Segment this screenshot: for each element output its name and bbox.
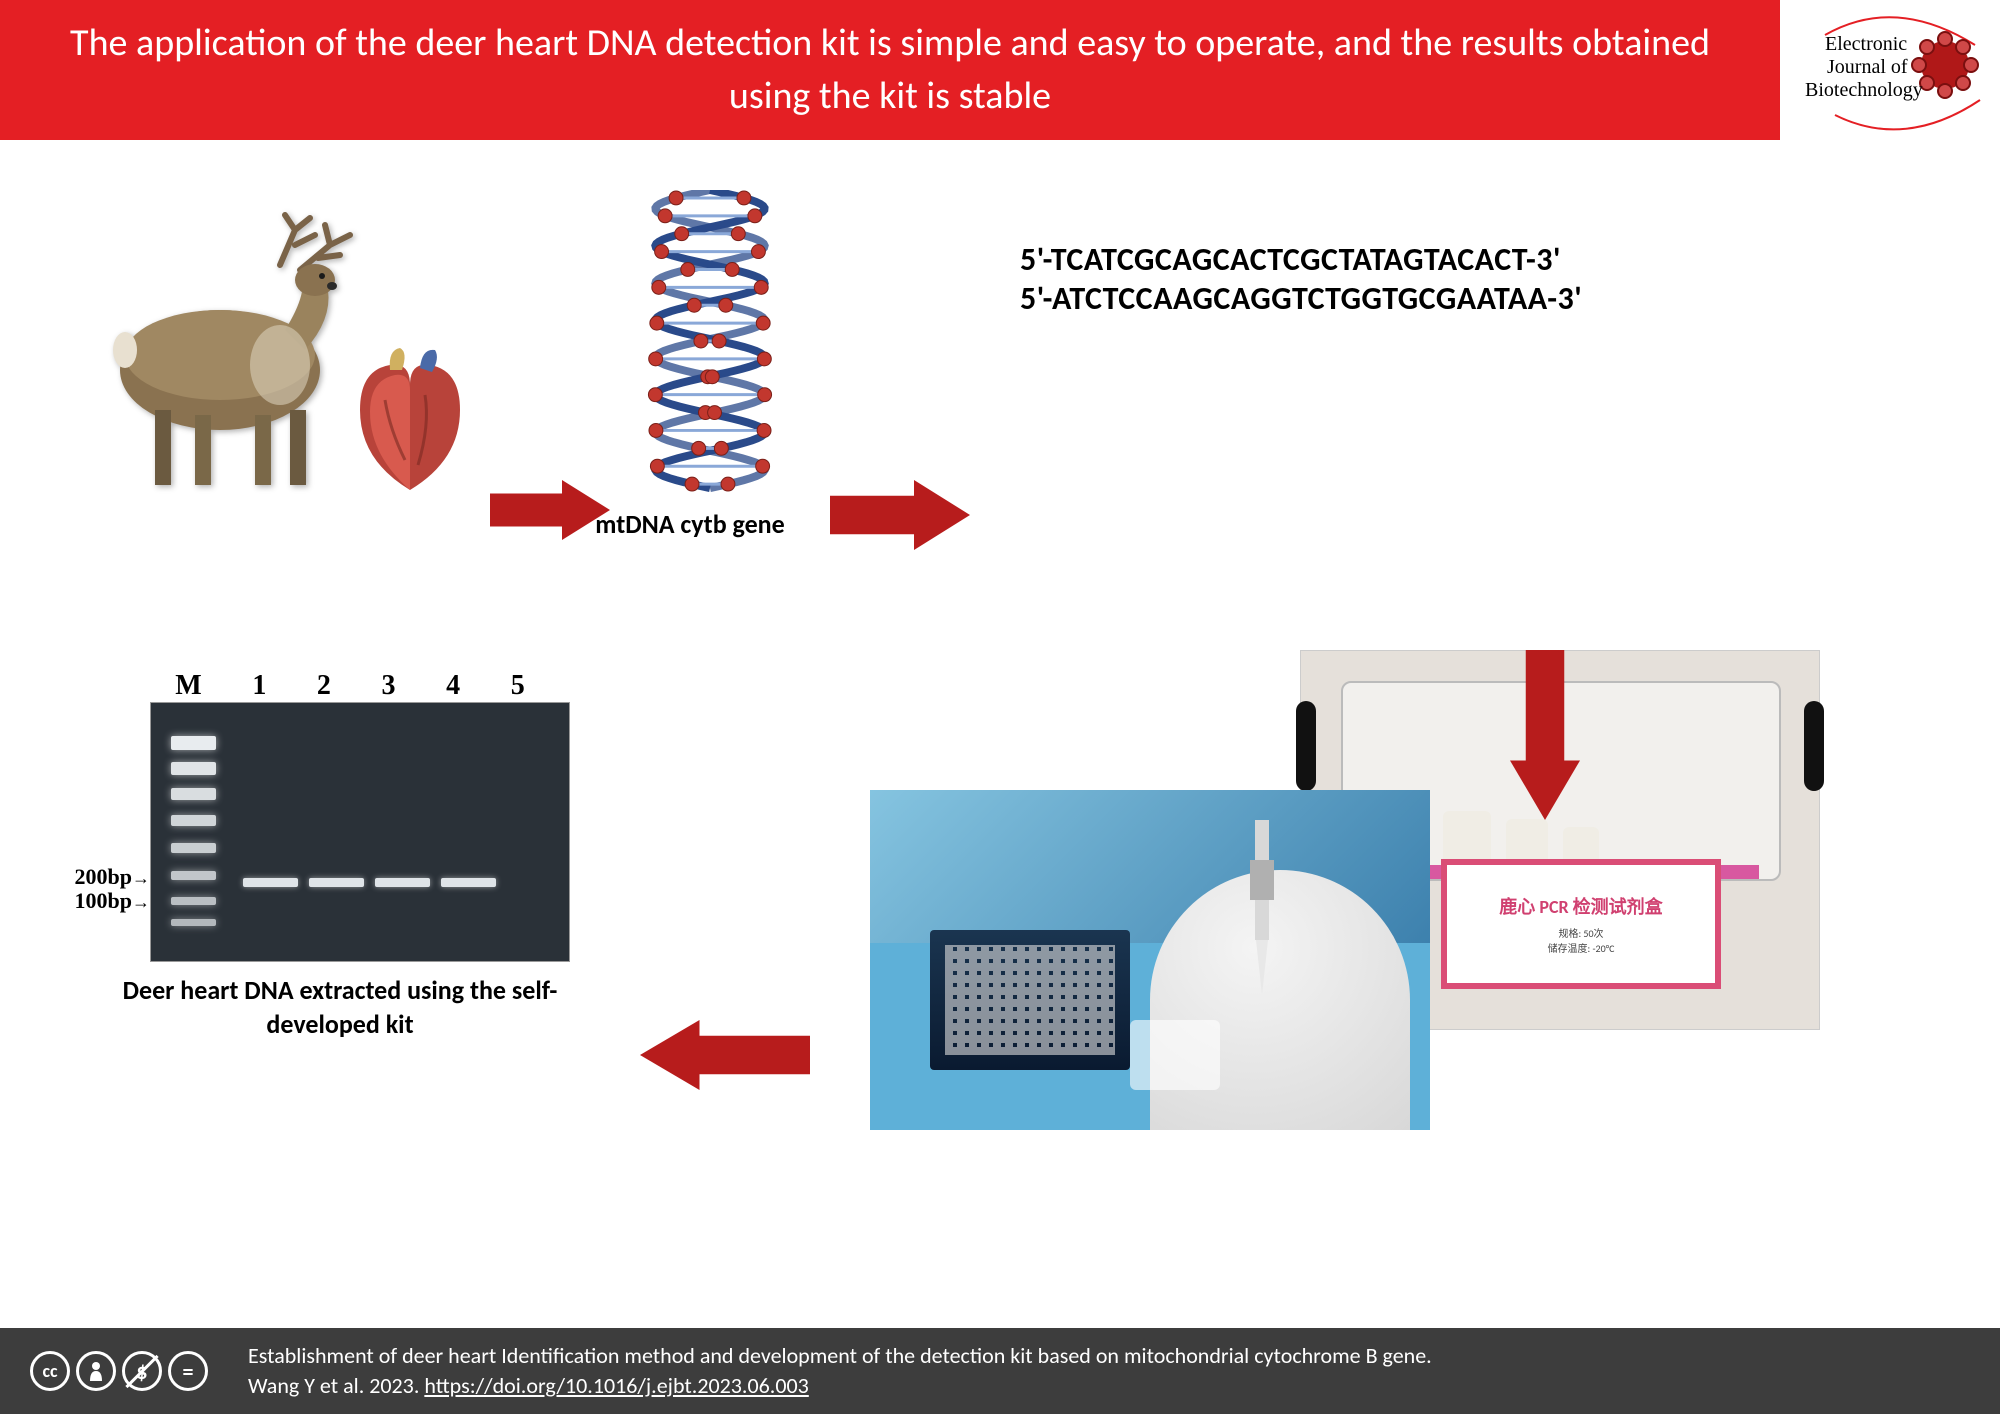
nc-icon: $ bbox=[122, 1351, 162, 1391]
svg-text:Biotechnology: Biotechnology bbox=[1805, 79, 1923, 101]
header-title: The application of the deer heart DNA de… bbox=[60, 17, 1720, 123]
primer-forward: 5'-TCATCGCAGCACTCGCTATAGTACACT-3' bbox=[1020, 240, 1840, 279]
primer-reverse: 5'-ATCTCCAAGCAGGTCTGGTGCGAATAA-3' bbox=[1020, 279, 1840, 318]
gel-marker-100bp: 100bp→ bbox=[75, 888, 150, 914]
gel-marker-200bp: 200bp→ bbox=[75, 864, 150, 890]
pipette-icon bbox=[1220, 820, 1300, 1020]
heart-icon bbox=[340, 340, 480, 500]
svg-text:Electronic: Electronic bbox=[1825, 33, 1907, 55]
gel-lane-label: 4 bbox=[446, 670, 460, 702]
gel-lane-labels: M 1 2 3 4 5 bbox=[150, 670, 550, 702]
flow-arrow bbox=[490, 480, 610, 545]
kit-label-title: 鹿心 PCR 检测试剂盒 bbox=[1499, 893, 1662, 919]
citation-title: Establishment of deer heart Identificati… bbox=[248, 1342, 1432, 1369]
footer-bar: cc $ = Establishment of deer heart Ident… bbox=[0, 1328, 2000, 1414]
doi-link[interactable]: https://doi.org/10.1016/j.ejbt.2023.06.0… bbox=[424, 1372, 808, 1399]
cc-icon: cc bbox=[30, 1351, 70, 1391]
header-banner: The application of the deer heart DNA de… bbox=[0, 0, 1780, 140]
flow-arrow bbox=[1510, 650, 1580, 825]
nd-icon: = bbox=[168, 1351, 208, 1391]
kit-label-temp: 储存温度: -20°C bbox=[1548, 940, 1615, 955]
gel-lane-label: 5 bbox=[511, 670, 525, 702]
flow-arrow bbox=[830, 480, 970, 555]
flow-arrow bbox=[640, 1020, 810, 1095]
journal-logo: Electronic Journal of Biotechnology bbox=[1780, 0, 2000, 140]
by-icon bbox=[76, 1351, 116, 1391]
gel-caption: Deer heart DNA extracted using the self-… bbox=[110, 974, 570, 1042]
svg-text:Journal of: Journal of bbox=[1827, 56, 1908, 78]
gel-lane-label: 2 bbox=[317, 670, 331, 702]
primer-sequences: 5'-TCATCGCAGCACTCGCTATAGTACACT-3' 5'-ATC… bbox=[1020, 240, 1840, 318]
citation-authors: Wang Y et al. 2023. bbox=[248, 1372, 424, 1399]
lab-photo bbox=[870, 790, 1430, 1130]
gel-electrophoresis: M12345 200bp→ 100bp→ Deer heart DNA extr… bbox=[100, 670, 580, 1100]
gel-lane-label: M bbox=[175, 670, 201, 702]
footer-citation: Establishment of deer heart Identificati… bbox=[248, 1341, 1432, 1400]
logo-graphic: Electronic Journal of Biotechnology bbox=[1785, 5, 1995, 135]
kit-label-spec: 规格: 50次 bbox=[1558, 925, 1603, 940]
dna-icon bbox=[630, 190, 790, 498]
deer-heart-image bbox=[100, 210, 460, 500]
kit-lab-images: 鹿心 PCR 检测试剂盒 规格: 50次 储存温度: -20°C bbox=[870, 650, 1820, 1130]
cc-license-icons: cc $ = bbox=[30, 1351, 208, 1391]
kit-label: 鹿心 PCR 检测试剂盒 规格: 50次 储存温度: -20°C bbox=[1441, 859, 1721, 989]
gel-lane-label: 3 bbox=[382, 670, 396, 702]
gel-lane-label: 1 bbox=[252, 670, 266, 702]
gel-image bbox=[150, 702, 570, 962]
diagram-content: mtDNA cytb gene 5'-TCATCGCAGCACTCGCTATAG… bbox=[0, 150, 2000, 1330]
dna-helix: mtDNA cytb gene bbox=[610, 190, 810, 540]
